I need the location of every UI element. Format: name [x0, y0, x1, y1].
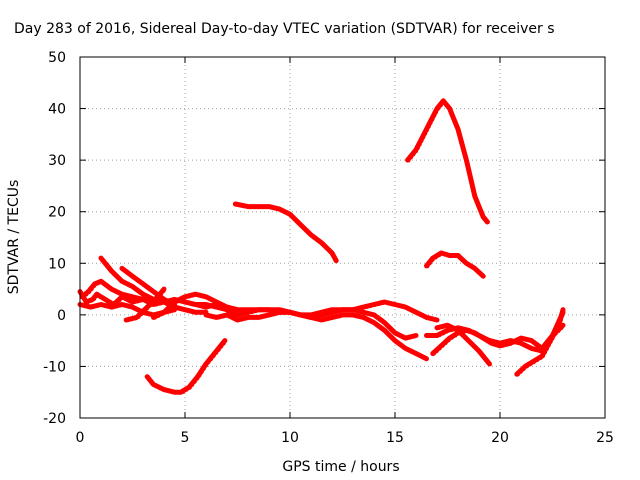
x-tick-label: 25 — [596, 430, 614, 446]
series-group — [77, 98, 566, 395]
y-axis-label: SDTVAR / TECUs — [6, 180, 22, 295]
series-texture-arc-12 — [408, 101, 490, 225]
x-tick-label: 10 — [281, 430, 299, 446]
series-texture-arc-2 — [80, 305, 177, 318]
series-texture-arc-15 — [433, 313, 566, 356]
series-texture-arc-16 — [437, 325, 492, 367]
plot-border — [79, 56, 606, 419]
series-texture-arc-7 — [154, 294, 440, 323]
x-axis-label: GPS time / hours — [282, 459, 399, 475]
x-tick-label: 15 — [386, 430, 404, 446]
series-line-arc-15 — [430, 309, 566, 356]
series-texture-arc-11 — [236, 204, 339, 263]
y-tick-label: 20 — [48, 205, 66, 221]
x-tick-label: 20 — [491, 430, 509, 446]
series-line-arc-17 — [514, 307, 566, 377]
series-line-arc-10 — [144, 338, 228, 395]
series-texture-arc-3 — [82, 282, 146, 302]
series-texture-arc-10 — [147, 341, 228, 395]
series-texture-arc-17 — [517, 310, 566, 377]
series-texture-arc-8 — [185, 302, 419, 341]
tick-labels: 0 5 10 15 20 25 -20 -10 0 10 20 30 40 50 — [43, 50, 614, 446]
x-tick-label: 5 — [181, 430, 190, 446]
axes — [79, 56, 606, 419]
series-texture-arc-13 — [427, 253, 486, 279]
y-tick-label: 0 — [57, 308, 66, 324]
x-tick-label: 0 — [76, 430, 85, 446]
chart-title: Day 283 of 2016, Sidereal Day-to-day VTE… — [14, 21, 555, 37]
series-line-arc-6 — [123, 286, 167, 323]
series-texture-arc-9 — [206, 313, 429, 361]
y-tick-label: 40 — [48, 102, 66, 118]
y-tick-label: -20 — [43, 411, 66, 427]
y-tick-label: 50 — [48, 50, 66, 66]
series-line-arc-12 — [405, 98, 490, 225]
y-tick-label: 30 — [48, 153, 66, 169]
series-line-arc-11 — [232, 201, 339, 264]
series-texture-arc-5 — [122, 269, 177, 307]
series-texture-arc-6 — [126, 289, 167, 323]
series-line-arc-13 — [424, 250, 486, 279]
grid-lines — [80, 57, 605, 418]
y-tick-label: 10 — [48, 256, 66, 272]
y-tick-label: -10 — [43, 359, 66, 375]
